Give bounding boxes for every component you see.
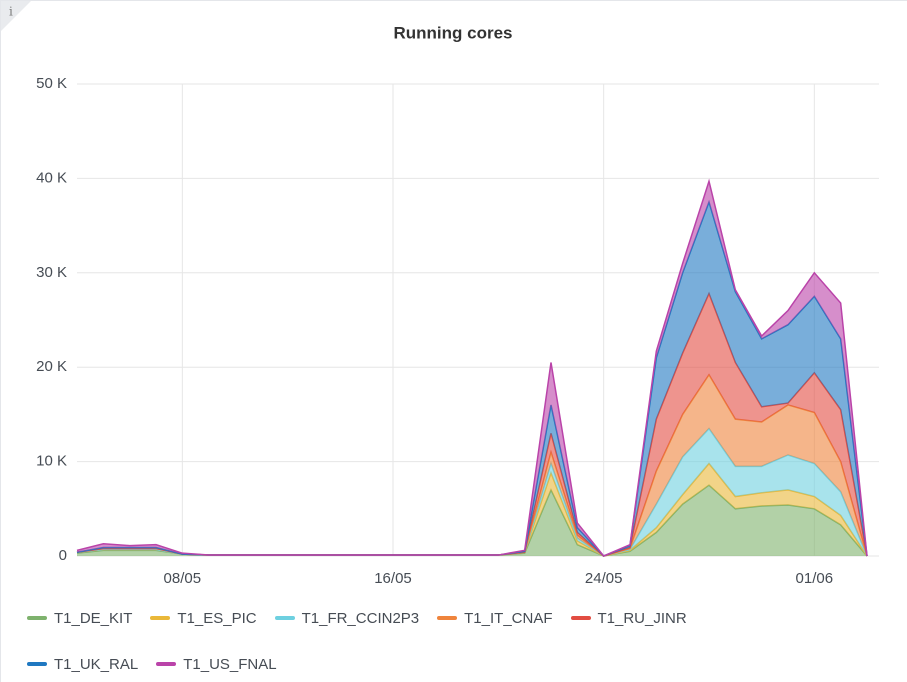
y-tick-label: 20 K (36, 358, 67, 375)
chart: i Running cores 0 10 K 20 K 30 K 40 K 50 K 08/… (1, 1, 879, 587)
x-tick-label: 08/05 (164, 570, 202, 587)
x-tick-label: 01/06 (796, 570, 834, 587)
legend-item[interactable]: T1_US_FNAL (156, 653, 277, 675)
legend-swatch (156, 662, 177, 666)
legend-label: T1_ES_PIC (177, 609, 257, 627)
y-tick-label: 30 K (36, 264, 67, 281)
legend-item[interactable]: T1_RU_JINR (570, 607, 687, 629)
legend-item[interactable]: T1_DE_KIT (27, 607, 132, 629)
y-tick-label: 50 K (36, 75, 67, 92)
line (76, 178, 868, 557)
legend-label: T1_FR_CCIN2P3 (301, 609, 420, 627)
chart-title: Running cores (393, 23, 512, 42)
y-tick-label: 10 K (36, 453, 67, 470)
y-tick-label: 40 K (36, 169, 67, 186)
legend-item[interactable]: T1_FR_CCIN2P3 (274, 607, 420, 629)
legend-label: T1_IT_CNAF (464, 609, 553, 627)
legend-item[interactable]: T1_UK_RAL (27, 653, 138, 675)
legend-label: T1_RU_JINR (597, 609, 687, 627)
legend-label: T1_US_FNAL (183, 655, 277, 673)
legend-item[interactable]: T1_ES_PIC (150, 607, 257, 629)
legend-swatch (437, 616, 458, 620)
legend: T1_DE_KIT T1_ES_PIC T1_FR_CCIN2P3 T1_IT_CNA… (27, 607, 887, 675)
legend-swatch (274, 616, 295, 620)
info-corner[interactable] (1, 1, 31, 31)
x-tick-label: 24/05 (585, 570, 623, 587)
legend-swatch (570, 616, 591, 620)
info-icon[interactable]: i (9, 5, 13, 19)
legend-label: T1_UK_RAL (54, 655, 139, 673)
legend-swatch (150, 616, 171, 620)
area (77, 485, 867, 556)
legend-label: T1_DE_KIT (54, 609, 133, 627)
y-tick-label: 0 (59, 547, 67, 564)
legend-swatch (27, 662, 47, 666)
x-tick-label: 16/05 (374, 570, 412, 587)
legend-item[interactable]: T1_IT_CNAF (437, 607, 553, 629)
legend-swatch (27, 616, 47, 620)
